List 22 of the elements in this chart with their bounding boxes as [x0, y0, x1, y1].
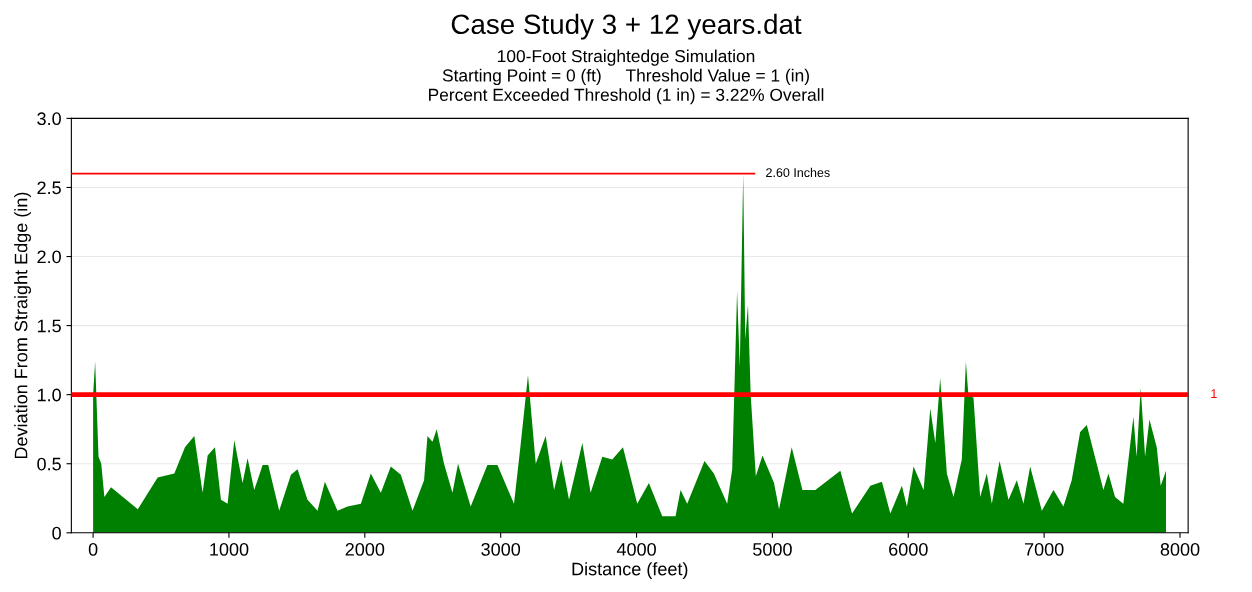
- y-tick-label: 2.0: [37, 250, 61, 264]
- ref-line-label: 2.60 Inches: [766, 167, 830, 178]
- x-tick-label: 6000: [889, 543, 928, 556]
- x-tick-label: 4000: [616, 543, 656, 556]
- x-tick-label: 1000: [210, 543, 249, 556]
- y-tick-label: 3.0: [37, 112, 61, 126]
- y-tick-label: 1.5: [37, 319, 61, 333]
- y-tick-label: 0.5: [37, 457, 61, 471]
- x-axis-title: Distance (feet): [572, 562, 688, 579]
- chart-title: Case Study 3 + 12 years.dat: [451, 13, 802, 40]
- y-axis-title: Deviation From Straight Edge (in): [14, 192, 31, 459]
- x-tick-label: 8000: [1160, 543, 1200, 556]
- x-tick-label: 2000: [345, 543, 385, 556]
- x-tick-label: 7000: [1024, 543, 1064, 556]
- y-tick-label: 0: [52, 526, 61, 540]
- x-tick-label: 5000: [753, 543, 792, 556]
- chart-subtitle: 100-Foot Straightedge Simulation Starting Point = 0 (ft) Threshold Value = 1 (in) Percent Exceeded Threshold (1 in) = 3.22% Overall: [429, 49, 824, 105]
- y-tick-label: 2.5: [37, 181, 61, 195]
- x-tick-label: 3000: [481, 543, 521, 556]
- x-tick-label: 0: [88, 543, 98, 556]
- ref-line-label: 1: [1211, 389, 1217, 398]
- y-tick-label: 1.0: [37, 388, 61, 402]
